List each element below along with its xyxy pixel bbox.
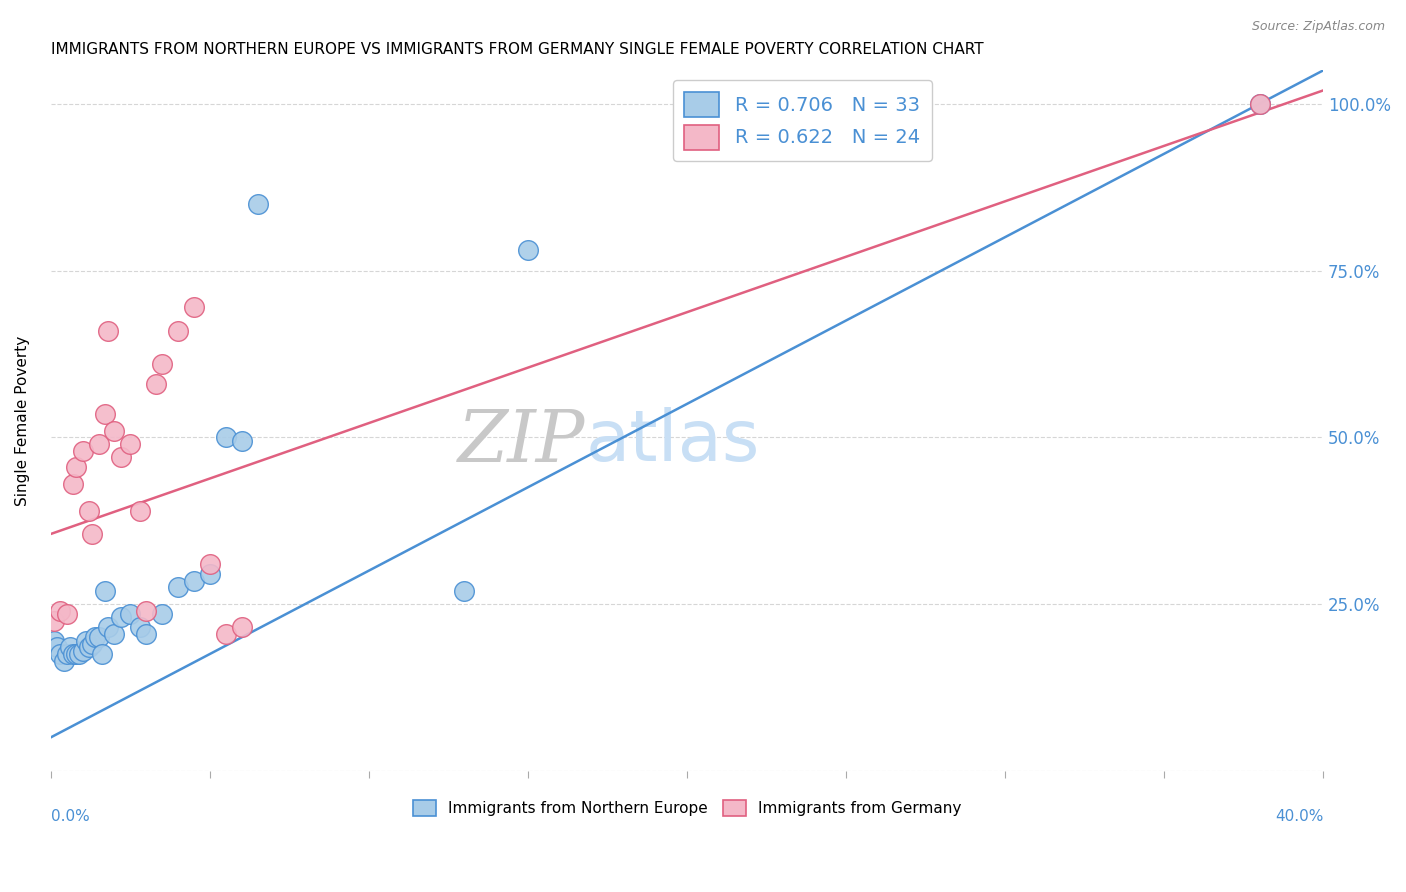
Point [198,557,221,571]
Point [62,647,84,661]
Point [94,407,117,421]
Point [90,647,112,661]
Point [97,620,120,634]
Point [69,647,91,661]
Point [1249,96,1271,111]
Point [1249,96,1271,111]
Point [246,196,269,211]
Point [65,460,87,475]
Point [55,607,77,621]
Point [82,527,104,541]
Point [72,443,94,458]
Point [215,627,238,641]
Point [145,376,167,391]
Point [49,604,72,618]
Point [82,637,104,651]
Point [453,583,475,598]
Point [231,434,253,448]
Point [110,610,132,624]
Point [128,620,150,634]
Point [87,630,110,644]
Point [103,627,125,641]
Point [46,640,69,655]
Text: IMMIGRANTS FROM NORTHERN EUROPE VS IMMIGRANTS FROM GERMANY SINGLE FEMALE POVERTY: IMMIGRANTS FROM NORTHERN EUROPE VS IMMIG… [51,42,983,57]
Point [52,654,75,668]
Point [65,647,87,661]
Y-axis label: Single Female Poverty: Single Female Poverty [15,335,30,506]
Text: Source: ZipAtlas.com: Source: ZipAtlas.com [1251,20,1385,33]
Point [49,647,72,661]
Point [42,614,65,628]
Point [75,633,97,648]
Point [198,566,221,581]
Point [72,643,94,657]
Point [150,357,173,371]
Point [135,627,157,641]
Text: 40.0%: 40.0% [1275,809,1323,824]
Point [110,450,132,465]
Point [183,574,205,588]
Point [77,503,100,517]
Point [103,424,125,438]
Point [215,430,238,444]
Legend: Immigrants from Northern Europe, Immigrants from Germany: Immigrants from Northern Europe, Immigra… [406,795,967,822]
Point [77,640,100,655]
Text: 0.0%: 0.0% [51,809,90,824]
Point [128,503,150,517]
Point [55,647,77,661]
Point [42,633,65,648]
Point [516,244,538,258]
Point [97,324,120,338]
Point [150,607,173,621]
Point [167,324,190,338]
Point [120,607,142,621]
Point [135,604,157,618]
Point [94,583,117,598]
Text: atlas: atlas [585,407,759,476]
Point [62,477,84,491]
Text: ZIP: ZIP [458,407,585,477]
Point [120,437,142,451]
Point [183,300,205,314]
Point [59,640,82,655]
Point [231,620,253,634]
Point [84,630,107,644]
Point [167,580,190,594]
Point [87,437,110,451]
